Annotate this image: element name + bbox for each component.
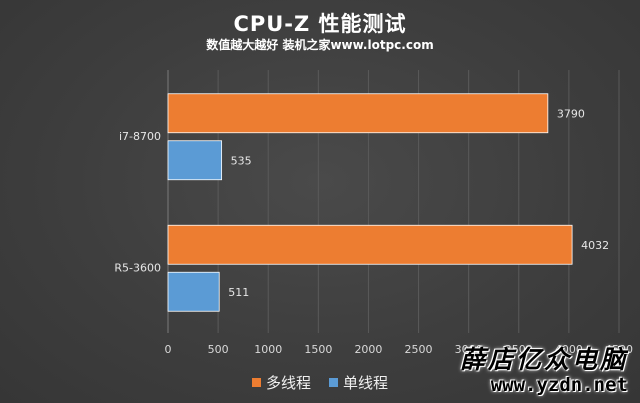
chart-subtitle: 数值越大越好 装机之家www.lotpc.com: [206, 38, 434, 52]
legend-label-singlethread: 单线程: [343, 374, 389, 392]
legend-swatch-multithread: [251, 378, 261, 387]
data-label-1-0: 535: [231, 154, 252, 167]
data-label-0-1: 4032: [581, 239, 609, 252]
legend-label-multithread: 多线程: [265, 374, 311, 392]
bar-0-0: [167, 93, 549, 134]
legend-item-singlethread: 单线程: [329, 372, 388, 393]
x-tick-label-2000: 2000: [354, 343, 382, 356]
x-tick-label-4000: 4000: [555, 343, 583, 356]
x-tick-label-3000: 3000: [455, 343, 483, 356]
legend-item-multithread: 多线程: [251, 372, 311, 393]
chart-title: CPU-Z 性能测试: [233, 12, 407, 36]
watermark-url: www.yzdn.net: [490, 374, 628, 396]
data-label-0-0: 3790: [557, 107, 585, 120]
watermark-text: 薛店亿众电脑: [459, 345, 628, 374]
bar-1-1: [167, 271, 220, 312]
x-tick-label-1000: 1000: [254, 343, 282, 356]
x-tick-label-4500: 4500: [605, 343, 633, 356]
bar-1-0: [167, 140, 223, 181]
data-label-1-1: 511: [228, 286, 249, 299]
watermark: 薛店亿众电脑 www.yzdn.net: [460, 340, 628, 396]
x-tick-label-0: 0: [165, 343, 172, 356]
bar-0-1: [167, 224, 573, 265]
category-label-1: R5-3600: [114, 261, 161, 274]
x-tick-label-1500: 1500: [304, 343, 332, 356]
category-label-0: i7-8700: [119, 130, 161, 143]
x-tick-label-3500: 3500: [505, 343, 533, 356]
legend: 多线程 单线程: [0, 372, 640, 393]
x-tick-label-2500: 2500: [405, 343, 433, 356]
x-tick-label-500: 500: [208, 343, 229, 356]
legend-swatch-singlethread: [329, 378, 338, 387]
